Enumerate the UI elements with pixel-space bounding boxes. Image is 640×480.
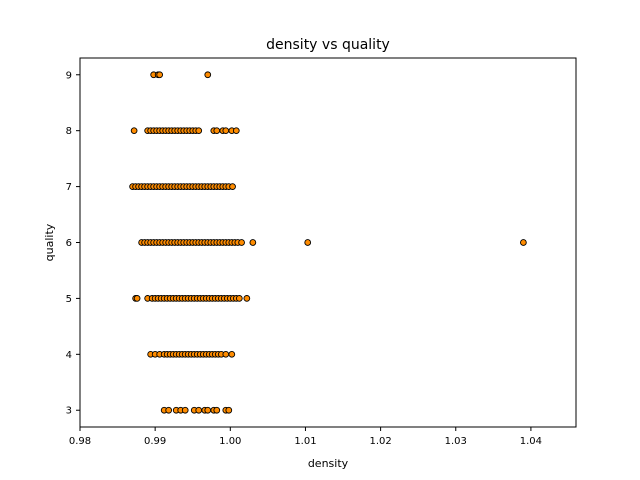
data-point	[204, 71, 212, 79]
y-tick-label: 8	[66, 126, 72, 137]
y-tick-label: 7	[66, 182, 72, 193]
data-point	[213, 127, 221, 135]
data-point	[249, 239, 257, 246]
data-point	[232, 127, 240, 135]
data-point	[225, 406, 233, 414]
data-point	[520, 239, 527, 246]
x-tick-label: 0.99	[144, 436, 166, 447]
data-point	[228, 350, 236, 358]
data-point	[195, 406, 203, 414]
data-point	[222, 350, 230, 358]
chart-title: density vs quality	[266, 37, 390, 53]
y-axis-label: quality	[43, 223, 56, 261]
y-tick-label: 5	[66, 294, 72, 305]
data-point	[304, 239, 312, 246]
x-tick-label: 1.00	[219, 436, 241, 447]
data-point	[222, 127, 230, 135]
x-axis-label: density	[308, 457, 349, 470]
y-tick-label: 4	[66, 350, 72, 361]
y-tick-label: 9	[66, 70, 72, 81]
x-tick-label: 1.04	[520, 436, 542, 447]
data-point	[243, 295, 251, 302]
x-axis: 0.98 0.99 1.00 1.01 1.02 1.03 1.04	[69, 427, 542, 447]
data-point	[195, 127, 203, 135]
data-point	[133, 295, 141, 302]
points-layer	[129, 71, 527, 414]
data-point	[204, 406, 212, 414]
y-axis: 3 4 5 6 7 8 9	[66, 70, 80, 417]
data-point	[165, 406, 173, 414]
x-tick-label: 1.03	[445, 436, 467, 447]
data-point	[156, 71, 164, 79]
data-point	[181, 406, 189, 414]
data-point	[213, 406, 221, 414]
x-tick-label: 1.01	[294, 436, 316, 447]
data-point	[238, 239, 245, 246]
y-tick-label: 6	[66, 238, 72, 249]
data-point	[235, 295, 243, 302]
data-point	[229, 183, 236, 190]
x-tick-label: 1.02	[369, 436, 391, 447]
y-tick-label: 3	[66, 406, 72, 417]
x-tick-label: 0.98	[69, 436, 91, 447]
data-point	[130, 127, 138, 135]
